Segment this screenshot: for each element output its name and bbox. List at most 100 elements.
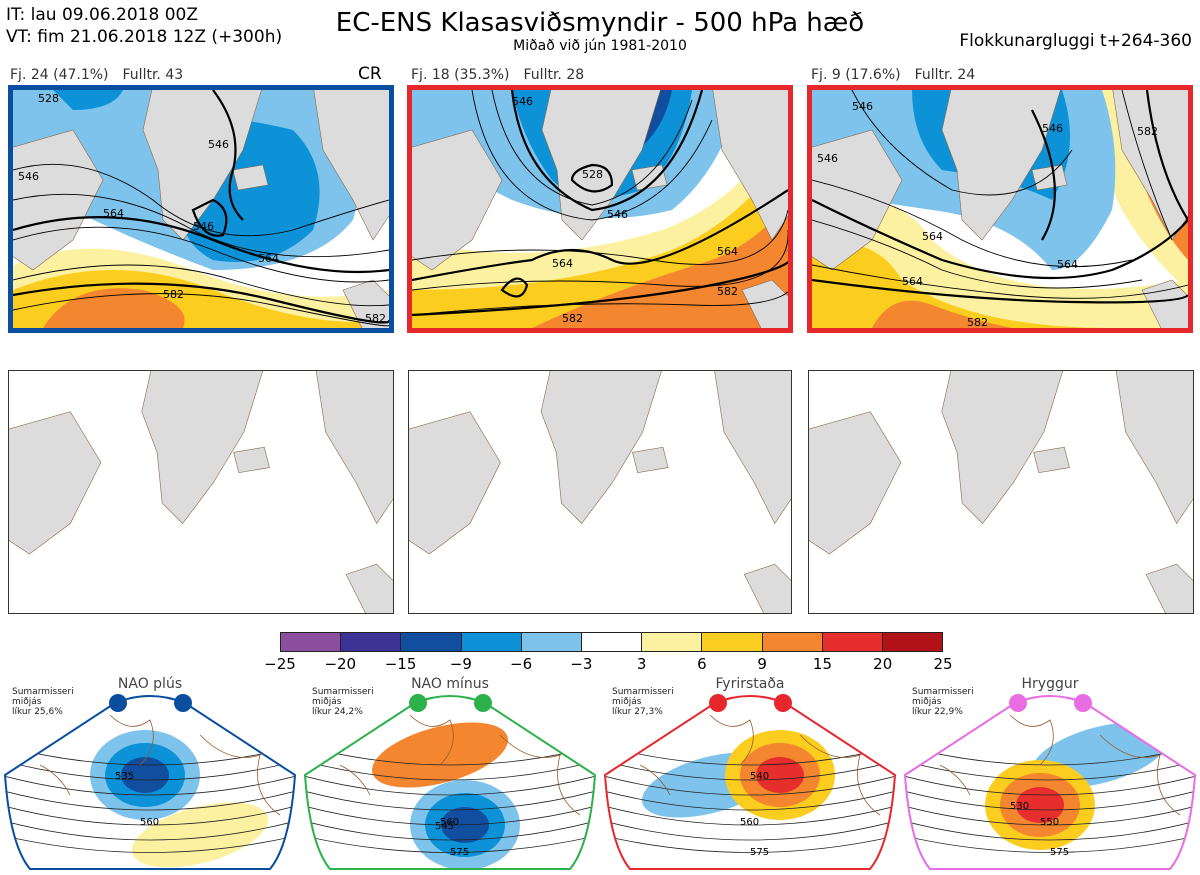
cluster-3-label: Fj. 9 (17.6%) Fulltr. 24 bbox=[811, 67, 989, 83]
cluster-2-map-svg: 546 528 546 564 564 582 582 bbox=[412, 90, 788, 328]
cluster-2-contour-label: 582 bbox=[562, 312, 583, 325]
regime-contour-label: 535 bbox=[115, 771, 134, 782]
cluster-3-contour-label: 564 bbox=[902, 275, 923, 288]
header-init-time-block: IT: lau 09.06.2018 00Z VT: fim 21.06.201… bbox=[6, 4, 282, 48]
regime-median: miðjás bbox=[312, 697, 342, 707]
colorbar-swatch bbox=[822, 633, 883, 651]
regime-stats: Sumarmisseri miðjás líkur 22,9% bbox=[912, 687, 974, 717]
regime-probability: líkur 27,3% bbox=[612, 707, 663, 717]
member-map-3-svg bbox=[809, 371, 1193, 613]
regime-season: Sumarmisseri bbox=[612, 687, 674, 697]
regime-median: miðjás bbox=[912, 697, 942, 707]
cluster-3-map-svg: 546 546 564 546 564 564 582 582 bbox=[812, 90, 1188, 328]
classification-window: Flokkunargluggi t+264-360 bbox=[959, 31, 1192, 51]
regime-marker-dot bbox=[409, 694, 427, 712]
colorbar-swatch bbox=[882, 633, 943, 651]
anomaly-colorbar bbox=[280, 632, 943, 652]
cluster-1-tag: CR bbox=[358, 64, 382, 84]
regime-map-svg: 530 550 575 bbox=[903, 694, 1197, 870]
colorbar-tick-label: −25 bbox=[264, 655, 296, 673]
cluster-2-contour-label: 582 bbox=[717, 285, 738, 298]
page-title: EC-ENS Klasasviðsmyndir - 500 hPa hæð bbox=[335, 8, 865, 38]
regime-contour-label: 560 bbox=[140, 817, 159, 828]
colorbar-swatch bbox=[642, 633, 703, 651]
cluster-2-contour-label: 546 bbox=[512, 95, 533, 108]
colorbar-swatch bbox=[581, 633, 643, 651]
colorbar-tick-label: 9 bbox=[757, 655, 767, 673]
regime-stats: Sumarmisseri miðjás líkur 27,3% bbox=[612, 687, 674, 717]
regime-contour-label: 575 bbox=[450, 847, 469, 858]
regime-contour-label: 560 bbox=[740, 817, 759, 828]
regime-panel-1[interactable]: 535 560 NAO plús Sumarmisseri miðjás lík… bbox=[0, 675, 300, 871]
cluster-2-map[interactable]: 546 528 546 564 564 582 582 bbox=[407, 85, 793, 333]
regime-map-svg: 545 560 575 bbox=[303, 694, 597, 870]
cluster-3-contour-label: 546 bbox=[817, 152, 838, 165]
page-subtitle: Miðað við jún 1981-2010 bbox=[513, 38, 687, 54]
cluster-3-contour-label: 546 bbox=[1042, 122, 1063, 135]
cluster-1-map[interactable]: 528 546 546 546 564 564 582 582 bbox=[8, 85, 394, 333]
cluster-3-fulltr: Fulltr. 24 bbox=[914, 67, 976, 83]
cluster-1-contour-label: 582 bbox=[365, 312, 386, 325]
cluster-3-contour-label: 582 bbox=[967, 316, 988, 328]
member-map-1-svg bbox=[9, 371, 393, 613]
regime-frame bbox=[603, 695, 897, 870]
member-map-3[interactable] bbox=[808, 370, 1194, 614]
regime-season: Sumarmisseri bbox=[12, 687, 74, 697]
regime-name: NAO mínus bbox=[411, 676, 489, 692]
colorbar-tick-label: −3 bbox=[570, 655, 593, 673]
cluster-2-contour-label: 546 bbox=[607, 208, 628, 221]
colorbar-swatch bbox=[702, 633, 763, 651]
regime-stats: Sumarmisseri miðjás líkur 24,2% bbox=[312, 687, 374, 717]
member-map-1[interactable] bbox=[8, 370, 394, 614]
regime-panel-2[interactable]: 545 560 575 NAO mínus Sumarmisseri miðjá… bbox=[300, 675, 600, 871]
regime-marker-dot bbox=[1009, 694, 1027, 712]
cluster-3-map[interactable]: 546 546 564 546 564 564 582 582 bbox=[807, 85, 1193, 333]
colorbar-tick-label: 6 bbox=[697, 655, 707, 673]
regime-contour-label: 550 bbox=[1040, 817, 1059, 828]
regime-panel-4[interactable]: 530 550 575 Hryggur Sumarmisseri miðjás … bbox=[900, 675, 1200, 871]
colorbar-swatch bbox=[461, 633, 522, 651]
regime-marker-dot bbox=[474, 694, 492, 712]
regime-median: miðjás bbox=[12, 697, 42, 707]
cluster-1-contour-label: 564 bbox=[103, 207, 124, 220]
cluster-1-contour-label: 582 bbox=[163, 288, 184, 301]
colorbar-swatch bbox=[762, 633, 823, 651]
cluster-1-fj: Fj. 24 (47.1%) bbox=[10, 67, 109, 83]
colorbar-swatch bbox=[341, 633, 402, 651]
cluster-2-contour-label: 564 bbox=[717, 245, 738, 258]
member-map-2[interactable] bbox=[408, 370, 792, 614]
regime-season: Sumarmisseri bbox=[312, 687, 374, 697]
cluster-1-map-svg: 528 546 546 546 564 564 582 582 bbox=[13, 90, 389, 328]
regime-marker-dot bbox=[1074, 694, 1092, 712]
cluster-3-contour-label: 564 bbox=[922, 230, 943, 243]
colorbar-tick-label: −15 bbox=[384, 655, 417, 673]
regime-marker-dot bbox=[774, 694, 792, 712]
regime-frame bbox=[303, 695, 597, 870]
regime-panel-3[interactable]: 540 560 575 Fyrirstaða Sumarmisseri miðj… bbox=[600, 675, 900, 871]
init-time: IT: lau 09.06.2018 00Z bbox=[6, 5, 198, 25]
colorbar-tick-label: −9 bbox=[449, 655, 472, 673]
colorbar-swatch bbox=[521, 633, 582, 651]
member-map-2-svg bbox=[409, 371, 791, 613]
colorbar-tick-label: 20 bbox=[873, 655, 893, 673]
regime-frame bbox=[903, 695, 1197, 870]
regime-frame bbox=[3, 695, 297, 870]
colorbar-swatch bbox=[281, 633, 342, 651]
cluster-1-contour-label: 546 bbox=[208, 138, 229, 151]
regime-marker-dot bbox=[709, 694, 727, 712]
colorbar-tick-label: 3 bbox=[636, 655, 647, 673]
regime-name: Hryggur bbox=[1021, 676, 1079, 692]
regime-probability: líkur 25,6% bbox=[12, 707, 63, 717]
cluster-3-contour-label: 582 bbox=[1137, 125, 1158, 138]
cluster-1-contour-label: 546 bbox=[193, 220, 214, 233]
cluster-2-contour-label: 564 bbox=[552, 257, 573, 270]
colorbar-tick-label: 15 bbox=[812, 655, 832, 673]
regime-contour-label: 530 bbox=[1010, 801, 1029, 812]
regime-marker-dot bbox=[174, 694, 192, 712]
colorbar-tick-label: −6 bbox=[510, 655, 533, 673]
cluster-2-fulltr: Fulltr. 28 bbox=[523, 67, 585, 83]
regime-median: miðjás bbox=[612, 697, 642, 707]
regime-contour-label: 575 bbox=[1050, 847, 1069, 858]
regime-map-svg: 540 560 575 bbox=[603, 694, 897, 870]
colorbar-tick-label: 25 bbox=[933, 655, 953, 673]
